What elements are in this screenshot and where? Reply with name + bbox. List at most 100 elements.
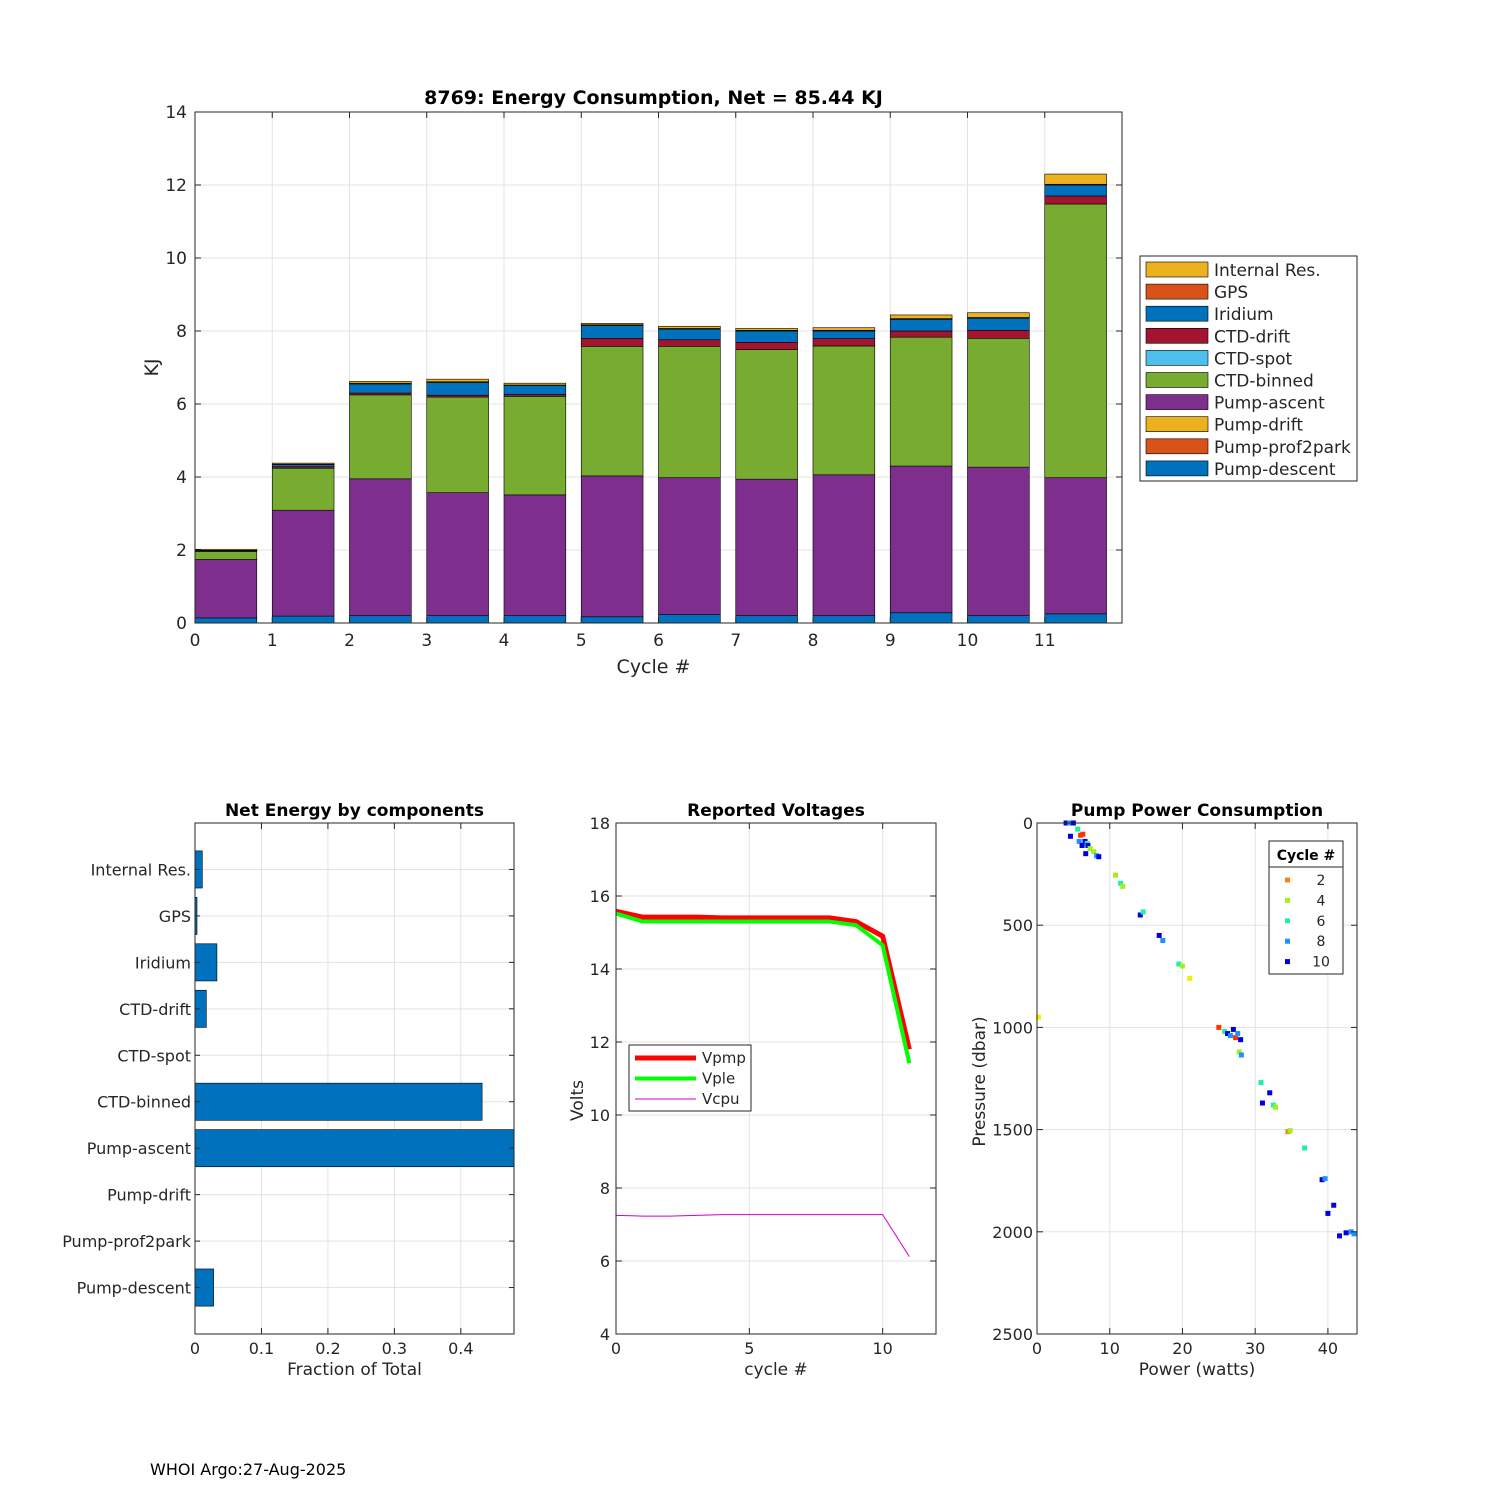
energy-legend-label-ctd-spot: CTD-spot bbox=[1214, 349, 1293, 369]
energy-bar-ctd-drift-cycle-10 bbox=[967, 329, 1030, 339]
energy-xtick-label: 4 bbox=[499, 631, 510, 651]
components-ytick-label-pump-descent: Pump-descent bbox=[77, 1279, 191, 1298]
energy-bar-pump-descent-cycle-1 bbox=[271, 615, 335, 624]
energy-bar-ctd-drift-cycle-7 bbox=[735, 342, 798, 350]
energy-bar-pump-descent-cycle-10 bbox=[967, 615, 1030, 624]
pump-xtick-label: 20 bbox=[1172, 1339, 1192, 1358]
pump-point-21 bbox=[1137, 912, 1143, 918]
components-axes-box bbox=[194, 822, 515, 1335]
energy-xtick-label: 11 bbox=[1034, 631, 1056, 651]
components-xtick-label: 0.2 bbox=[315, 1339, 340, 1358]
energy-legend-swatch-ctd-binned bbox=[1145, 372, 1209, 388]
energy-bar-iridium-cycle-8 bbox=[812, 330, 876, 339]
pump-point-12 bbox=[1085, 842, 1091, 848]
pump-point-4 bbox=[1067, 833, 1073, 839]
pump-axes-box bbox=[1036, 822, 1358, 1335]
pump-point-20 bbox=[1120, 883, 1126, 889]
energy-xlabel: Cycle # bbox=[617, 656, 691, 678]
pump-legend-title: Cycle # bbox=[1277, 848, 1336, 864]
voltages-axes-box bbox=[615, 822, 937, 1335]
pump-point-53 bbox=[1351, 1231, 1357, 1237]
pump-point-49 bbox=[1331, 1202, 1337, 1208]
pump-point-50 bbox=[1337, 1233, 1343, 1239]
energy-ytick-label: 0 bbox=[176, 614, 187, 634]
energy-ytick-label: 14 bbox=[165, 103, 187, 123]
energy-bar-ctd-drift-cycle-11 bbox=[1044, 195, 1107, 205]
pump-legend-marker-8 bbox=[1285, 938, 1290, 944]
pump-point-7 bbox=[1080, 831, 1086, 837]
components-xtick-label: 0.3 bbox=[382, 1339, 407, 1358]
energy-legend-label-gps: GPS bbox=[1214, 283, 1248, 303]
pump-ytick-label: 1000 bbox=[992, 1018, 1033, 1037]
voltages-title: Reported Voltages bbox=[687, 801, 865, 821]
pump-point-39 bbox=[1259, 1100, 1265, 1106]
voltages-legend: Vpmp Vple Vcpu bbox=[628, 1044, 752, 1112]
pump-legend-label-4: 4 bbox=[1317, 893, 1326, 909]
pump-point-34 bbox=[1235, 1031, 1241, 1037]
components-xtick-label: 0.1 bbox=[249, 1339, 274, 1358]
energy-bar-ctd-binned-cycle-9 bbox=[889, 336, 953, 467]
energy-legend-swatch-pump-prof2park bbox=[1145, 438, 1209, 455]
pump-point-27 bbox=[1187, 975, 1193, 981]
voltages-ytick-label: 6 bbox=[600, 1252, 610, 1271]
pump-point-47 bbox=[1322, 1176, 1328, 1182]
components-bar-ctd-binned bbox=[194, 1082, 483, 1121]
pump-legend-box bbox=[1268, 840, 1344, 975]
pump-point-5 bbox=[1075, 826, 1081, 832]
energy-xtick-label: 3 bbox=[421, 631, 432, 651]
energy-bar-pump-ascent-cycle-1 bbox=[271, 509, 335, 617]
voltages-ytick-label: 16 bbox=[590, 887, 610, 906]
energy-bar-pump-descent-cycle-8 bbox=[812, 615, 876, 624]
voltages-xtick-label: 5 bbox=[744, 1339, 754, 1358]
energy-bar-ctd-binned-cycle-7 bbox=[735, 349, 798, 480]
energy-legend-swatch-pump-descent bbox=[1145, 460, 1209, 477]
energy-legend-label-pump-drift: Pump-drift bbox=[1214, 416, 1303, 436]
energy-bar-ctd-binned-cycle-2 bbox=[349, 394, 412, 480]
components-ytick-label-ctd-drift: CTD-drift bbox=[119, 1000, 191, 1019]
pump-legend: Cycle # 2 4 6 8 10 bbox=[1268, 840, 1344, 975]
energy-bar-internal-res-cycle-1 bbox=[271, 462, 335, 465]
energy-ytick-label: 12 bbox=[165, 176, 187, 196]
energy-legend-label-internal-res: Internal Res. bbox=[1214, 261, 1321, 281]
components-plot-area bbox=[195, 823, 514, 1334]
pump-point-23 bbox=[1156, 932, 1162, 938]
components-xlabel: Fraction of Total bbox=[287, 1360, 422, 1380]
pump-legend-marker-2 bbox=[1285, 877, 1290, 883]
energy-legend-swatch-ctd-spot bbox=[1145, 350, 1209, 366]
voltages-ylabel: Volts bbox=[568, 1080, 588, 1121]
components-chart: 0 0.1 0.2 0.3 0.4 Internal Res. GPS Iridium CTD-… bbox=[62, 801, 515, 1380]
energy-bar-iridium-cycle-5 bbox=[580, 325, 644, 339]
pump-point-17 bbox=[1096, 854, 1102, 860]
pump-point-25 bbox=[1176, 961, 1182, 967]
energy-bar-ctd-drift-cycle-8 bbox=[812, 338, 876, 347]
pump-point-48 bbox=[1325, 1210, 1331, 1216]
pump-point-32 bbox=[1230, 1026, 1236, 1032]
pump-point-44 bbox=[1287, 1128, 1293, 1134]
energy-bar-internal-res-cycle-7 bbox=[735, 328, 798, 331]
pump-point-26 bbox=[1179, 963, 1185, 969]
voltages-xtick-label: 0 bbox=[611, 1339, 621, 1358]
energy-legend-swatch-iridium bbox=[1145, 305, 1209, 322]
energy-xtick-label: 0 bbox=[190, 631, 201, 651]
energy-legend-swatch-ctd-drift bbox=[1145, 327, 1209, 344]
pump-xtick-label: 40 bbox=[1318, 1339, 1338, 1358]
pump-point-14 bbox=[1087, 846, 1093, 852]
pump-point-35 bbox=[1238, 1037, 1244, 1043]
components-ytick-label-iridium: Iridium bbox=[135, 953, 191, 972]
pump-point-31 bbox=[1227, 1033, 1233, 1039]
components-ytick-label-internal-res: Internal Res. bbox=[91, 860, 191, 879]
energy-bar-internal-res-cycle-11 bbox=[1044, 173, 1107, 185]
pump-point-18 bbox=[1113, 872, 1119, 878]
voltages-legend-label-vcpu: Vcpu bbox=[702, 1090, 740, 1108]
energy-bar-pump-descent-cycle-2 bbox=[349, 615, 412, 624]
components-ytick-label-pump-drift: Pump-drift bbox=[107, 1186, 191, 1205]
energy-bar-ctd-binned-cycle-4 bbox=[503, 396, 567, 496]
energy-bar-iridium-cycle-6 bbox=[658, 328, 721, 341]
energy-bar-pump-descent-cycle-6 bbox=[658, 614, 721, 624]
energy-bar-pump-ascent-cycle-11 bbox=[1044, 477, 1107, 615]
pump-point-19 bbox=[1118, 880, 1124, 886]
energy-bar-internal-res-cycle-0 bbox=[194, 548, 258, 551]
energy-bar-pump-descent-cycle-4 bbox=[503, 615, 567, 624]
energy-bar-pump-descent-cycle-3 bbox=[426, 615, 489, 624]
